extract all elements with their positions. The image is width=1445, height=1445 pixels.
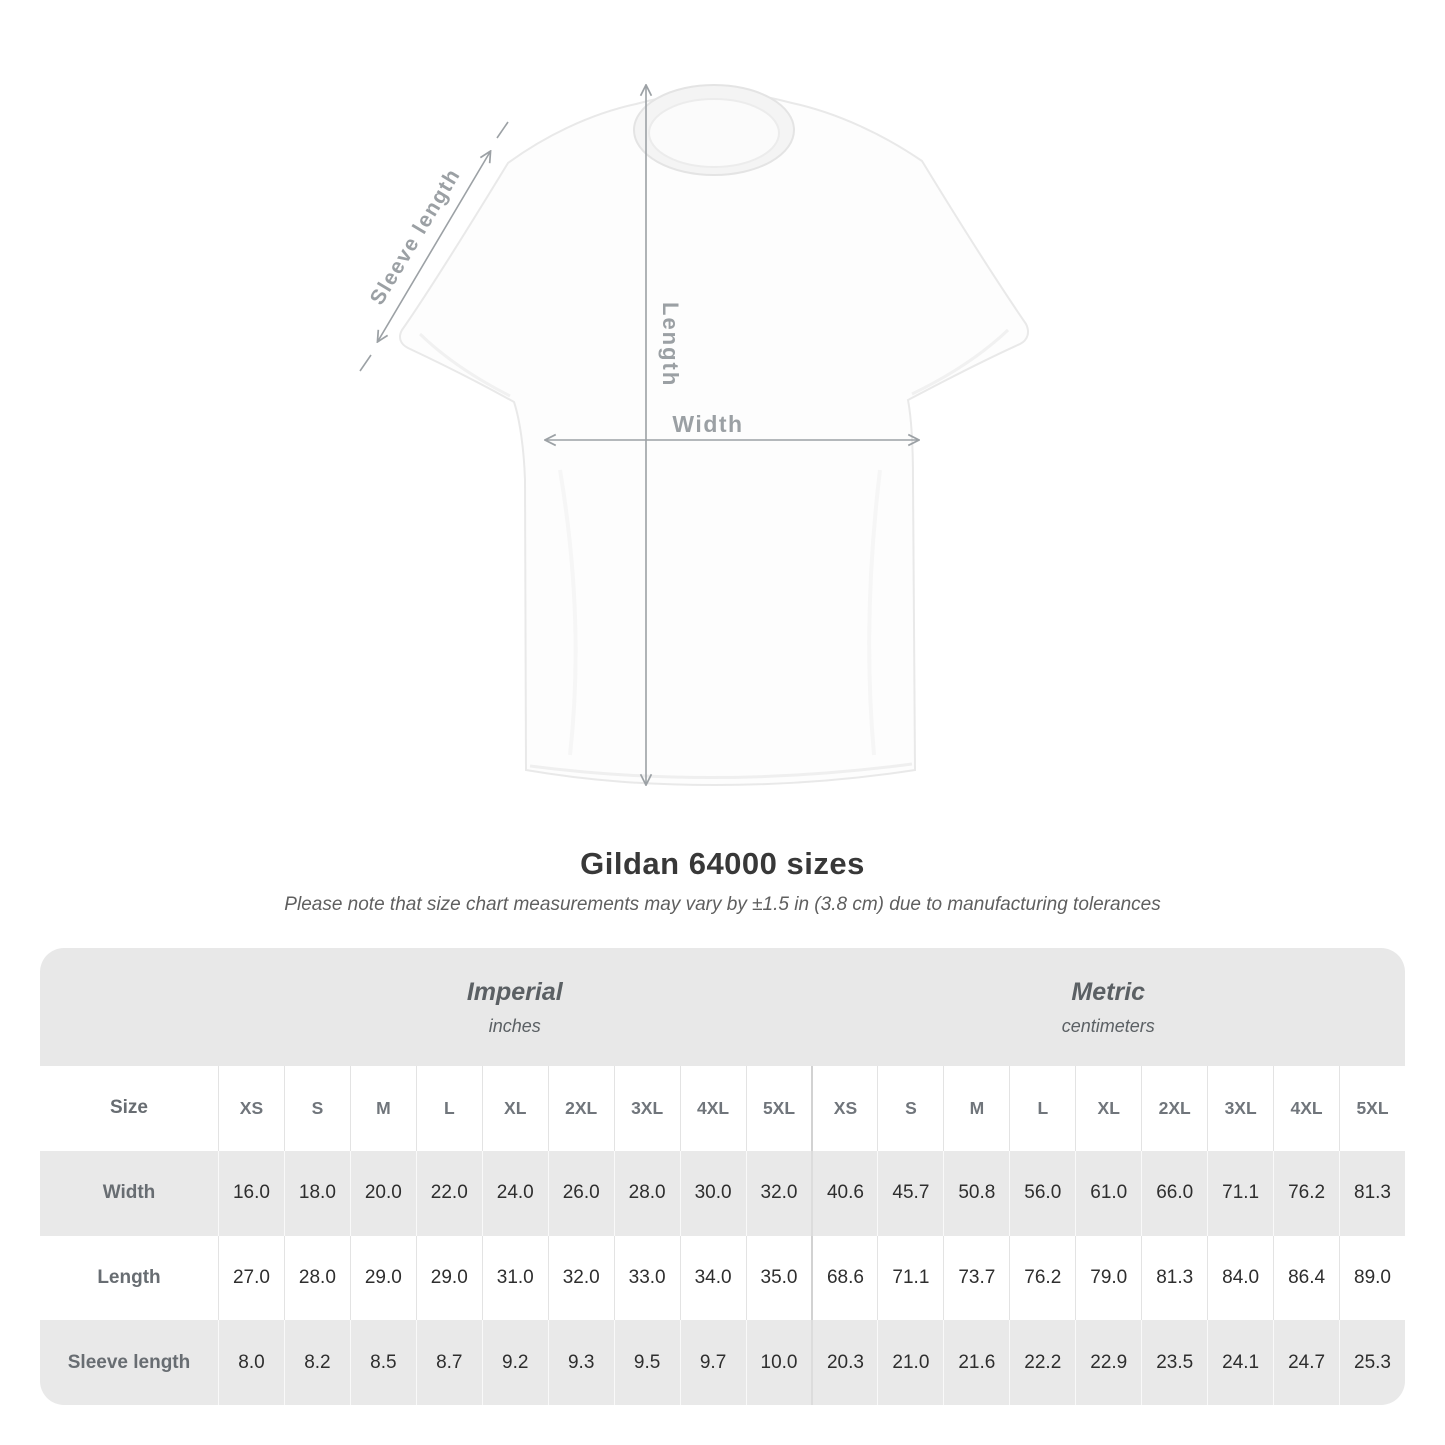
table-cell: 20.0 xyxy=(349,1150,416,1236)
width-label: Width xyxy=(672,411,743,437)
row-label: Size xyxy=(109,1097,149,1119)
table-cell: S xyxy=(877,1066,943,1151)
table-cell: 8.7 xyxy=(415,1320,482,1405)
size-header-row: Size XS S M L XL 2XL 3XL 4XL 5XL XS S M L XL 2XL 3XL 4XL 5… xyxy=(40,1066,1405,1151)
table-cell: 4XL xyxy=(679,1066,746,1151)
table-cell: 3XL xyxy=(613,1066,680,1151)
table-cell: 86.4 xyxy=(1273,1235,1339,1321)
table-cell: 24.1 xyxy=(1207,1320,1273,1405)
table-cell: 45.7 xyxy=(877,1150,943,1236)
table-cell: 28.0 xyxy=(613,1150,680,1236)
table-cell: 76.2 xyxy=(1009,1235,1075,1321)
table-cell: M xyxy=(349,1066,416,1151)
table-cell: 8.5 xyxy=(349,1320,416,1405)
table-cell: XL xyxy=(481,1066,548,1151)
unit-group-imperial: Imperial inches xyxy=(218,948,812,1066)
table-cell: 68.6 xyxy=(811,1235,877,1321)
table-cell: 22.2 xyxy=(1009,1320,1075,1405)
table-cell: 71.1 xyxy=(1207,1150,1273,1236)
table-cell: 5XL xyxy=(745,1066,812,1151)
unit-group-metric: Metric centimeters xyxy=(812,948,1406,1066)
data-row-width: Width 16.0 18.0 20.0 22.0 24.0 26.0 28.0 30.0 32.… xyxy=(40,1150,1405,1236)
metric-unit-label: centimeters xyxy=(1061,1015,1155,1036)
imperial-label: Imperial xyxy=(466,977,563,1006)
row-label: Sleeve length xyxy=(67,1351,191,1373)
table-cell: 84.0 xyxy=(1207,1235,1273,1321)
table-cell: 22.9 xyxy=(1075,1320,1141,1405)
table-cell: 33.0 xyxy=(613,1235,680,1321)
table-cell: XL xyxy=(1075,1066,1141,1151)
table-cell: 56.0 xyxy=(1009,1150,1075,1236)
table-cell: 18.0 xyxy=(283,1150,350,1236)
table-cell: 20.3 xyxy=(811,1320,877,1405)
page-title: Gildan 64000 sizes xyxy=(580,846,865,881)
table-cell: 24.0 xyxy=(481,1150,548,1236)
table-cell: 31.0 xyxy=(481,1235,548,1321)
table-cell: 73.7 xyxy=(943,1235,1009,1321)
table-cell: 24.7 xyxy=(1273,1320,1339,1405)
table-cell: 5XL xyxy=(1339,1066,1405,1151)
table-cell: 71.1 xyxy=(877,1235,943,1321)
table-cell: 34.0 xyxy=(679,1235,746,1321)
table-cell: 29.0 xyxy=(349,1235,416,1321)
table-cell: 32.0 xyxy=(745,1150,812,1236)
size-table-rows: Size XS S M L XL 2XL 3XL 4XL 5XL XS S M L XL 2XL 3XL 4XL 5… xyxy=(40,1066,1405,1405)
data-row-sleeve-length: Sleeve length 8.0 8.2 8.5 8.7 9.2 9.3 9.5 9.7 10.… xyxy=(40,1320,1405,1405)
table-cell: 9.2 xyxy=(481,1320,548,1405)
table-cell: 30.0 xyxy=(679,1150,746,1236)
row-label: Length xyxy=(97,1266,161,1288)
table-cell: 21.0 xyxy=(877,1320,943,1405)
size-table: Imperial inches Metric centimeters Size X… xyxy=(40,948,1405,1405)
metric-label: Metric xyxy=(1071,977,1146,1006)
table-cell: XS xyxy=(811,1066,877,1151)
tshirt-measurement-diagram: Sleeve length Length Width xyxy=(359,0,1029,835)
table-cell: S xyxy=(283,1066,350,1151)
table-cell: 22.0 xyxy=(415,1150,482,1236)
table-cell: 40.6 xyxy=(811,1150,877,1236)
table-cell: 8.2 xyxy=(283,1320,350,1405)
table-cell: 9.5 xyxy=(613,1320,680,1405)
table-cell: 76.2 xyxy=(1273,1150,1339,1236)
table-cell: L xyxy=(415,1066,482,1151)
table-cell: 29.0 xyxy=(415,1235,482,1321)
table-cell: 9.7 xyxy=(679,1320,746,1405)
table-cell: 8.0 xyxy=(218,1320,284,1405)
unit-header-band: Imperial inches Metric centimeters xyxy=(40,948,1405,1066)
length-label: Length xyxy=(658,302,683,387)
table-cell: 79.0 xyxy=(1075,1235,1141,1321)
table-cell: 16.0 xyxy=(218,1150,284,1236)
table-cell: 4XL xyxy=(1273,1066,1339,1151)
table-cell: 25.3 xyxy=(1339,1320,1405,1405)
table-cell: 81.3 xyxy=(1339,1150,1405,1236)
table-cell: 10.0 xyxy=(745,1320,812,1405)
table-cell: 27.0 xyxy=(218,1235,284,1321)
page-subtitle: Please note that size chart measurements… xyxy=(284,894,1161,915)
table-cell: 9.3 xyxy=(547,1320,614,1405)
table-cell: 3XL xyxy=(1207,1066,1273,1151)
table-cell: M xyxy=(943,1066,1009,1151)
table-cell: 2XL xyxy=(547,1066,614,1151)
table-cell: 66.0 xyxy=(1141,1150,1207,1236)
table-cell: 32.0 xyxy=(547,1235,614,1321)
table-cell: 23.5 xyxy=(1141,1320,1207,1405)
table-cell: 50.8 xyxy=(943,1150,1009,1236)
table-cell: 28.0 xyxy=(283,1235,350,1321)
sleeve-length-arrow xyxy=(359,121,509,372)
table-cell: L xyxy=(1009,1066,1075,1151)
table-cell: 2XL xyxy=(1141,1066,1207,1151)
table-cell: 61.0 xyxy=(1075,1150,1141,1236)
table-cell: 89.0 xyxy=(1339,1235,1405,1321)
table-cell: 21.6 xyxy=(943,1320,1009,1405)
table-cell: 81.3 xyxy=(1141,1235,1207,1321)
table-cell: 26.0 xyxy=(547,1150,614,1236)
imperial-unit-label: inches xyxy=(488,1015,541,1036)
table-cell: 35.0 xyxy=(745,1235,812,1321)
table-cell: XS xyxy=(218,1066,284,1151)
row-label: Width xyxy=(102,1182,156,1204)
data-row-length: Length 27.0 28.0 29.0 29.0 31.0 32.0 33.0 34.0 35… xyxy=(40,1235,1405,1321)
